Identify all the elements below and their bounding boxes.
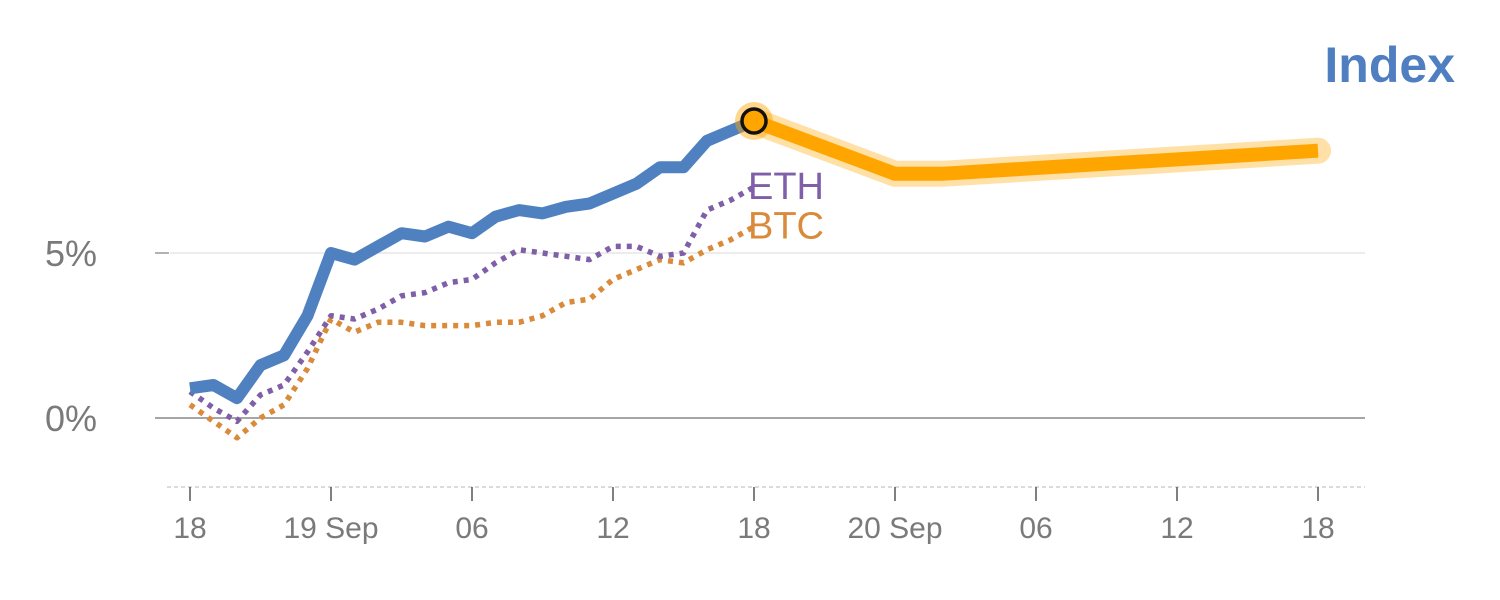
- chart-title: Index: [1324, 37, 1455, 93]
- x-tick-label: 19 Sep: [283, 512, 378, 545]
- x-tick-label: 12: [596, 512, 629, 545]
- forecast-band-line: [751, 114, 1319, 181]
- eth-series-line: [188, 184, 756, 425]
- axis-layer: 0% 5% 18 19 Sep 06 12 18 20 Sep 06 12 18: [45, 233, 1365, 545]
- btc-series-line: [188, 224, 756, 441]
- current-point-marker: [740, 107, 768, 135]
- index-series-line: [189, 115, 757, 405]
- series-label-eth: ETH: [748, 166, 824, 208]
- x-tick-label: 18: [1301, 512, 1334, 545]
- x-tick-label: 18: [737, 512, 770, 545]
- y-tick-label: 0%: [45, 398, 97, 439]
- x-tick-label: 12: [1160, 512, 1193, 545]
- x-tick-label: 18: [173, 512, 206, 545]
- x-tick-label: 20 Sep: [847, 512, 942, 545]
- y-tick-label: 5%: [45, 233, 97, 274]
- grid-layer: [155, 252, 1365, 419]
- x-tick-label: 06: [1019, 512, 1052, 545]
- series-label-btc: BTC: [748, 206, 824, 248]
- series-layer: [188, 102, 1331, 441]
- x-tick-label: 06: [455, 512, 488, 545]
